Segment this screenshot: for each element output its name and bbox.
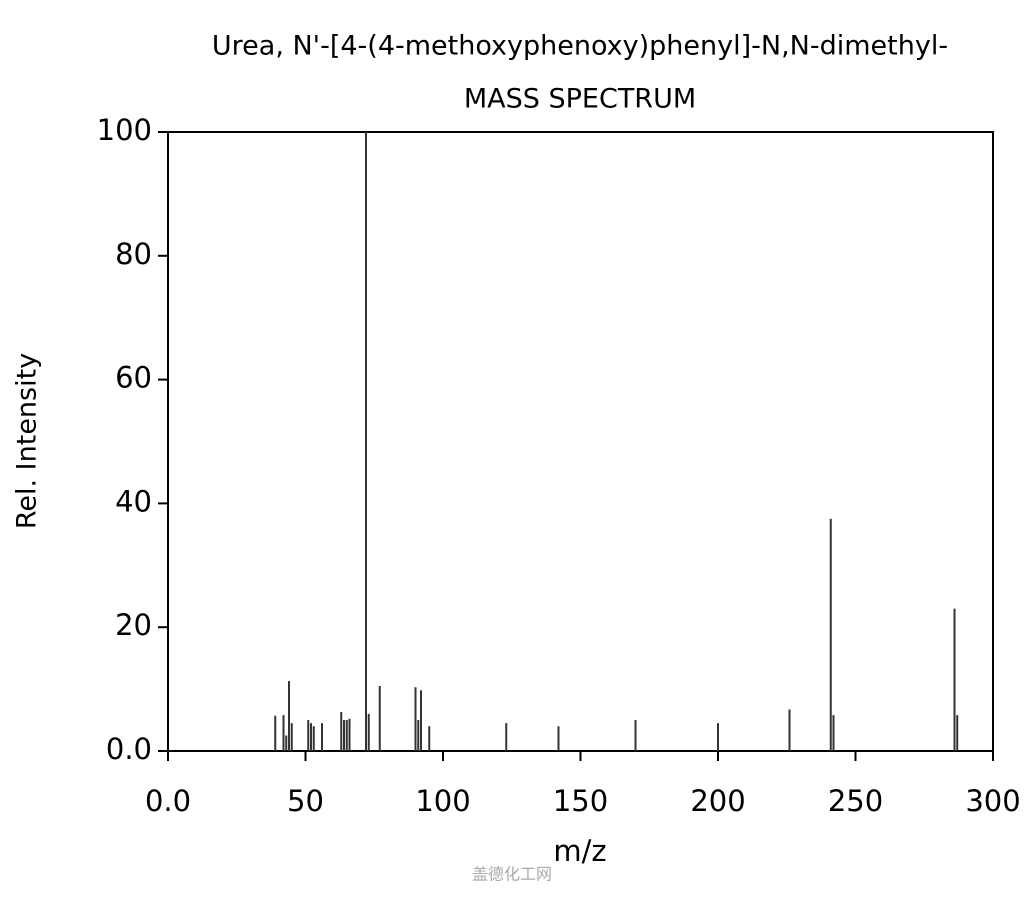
x-tick-label: 250 (828, 784, 883, 818)
x-tick-label: 0.0 (145, 784, 191, 818)
y-tick-label: 40 (115, 484, 152, 518)
x-tick-label: 100 (415, 784, 470, 818)
plot-frame (167, 131, 994, 752)
y-axis-label: Rel. Intensity (12, 353, 43, 529)
y-tick-label: 0.0 (106, 732, 152, 766)
x-tick-label: 300 (965, 784, 1020, 818)
x-tick-label: 200 (690, 784, 745, 818)
y-tick-label: 20 (115, 608, 152, 642)
y-tick-label: 80 (115, 237, 152, 271)
y-tick-label: 60 (115, 361, 152, 395)
watermark: 盖德化工网 (472, 865, 552, 884)
x-tick-label: 150 (553, 784, 608, 818)
x-tick-label: 50 (287, 784, 324, 818)
x-axis-label: m/z (553, 834, 606, 868)
y-tick-label: 100 (97, 113, 152, 147)
chart-subtitle: MASS SPECTRUM (464, 84, 696, 115)
chart-title: Urea, N'-[4-(4-methoxyphenoxy)phenyl]-N,… (212, 31, 948, 62)
